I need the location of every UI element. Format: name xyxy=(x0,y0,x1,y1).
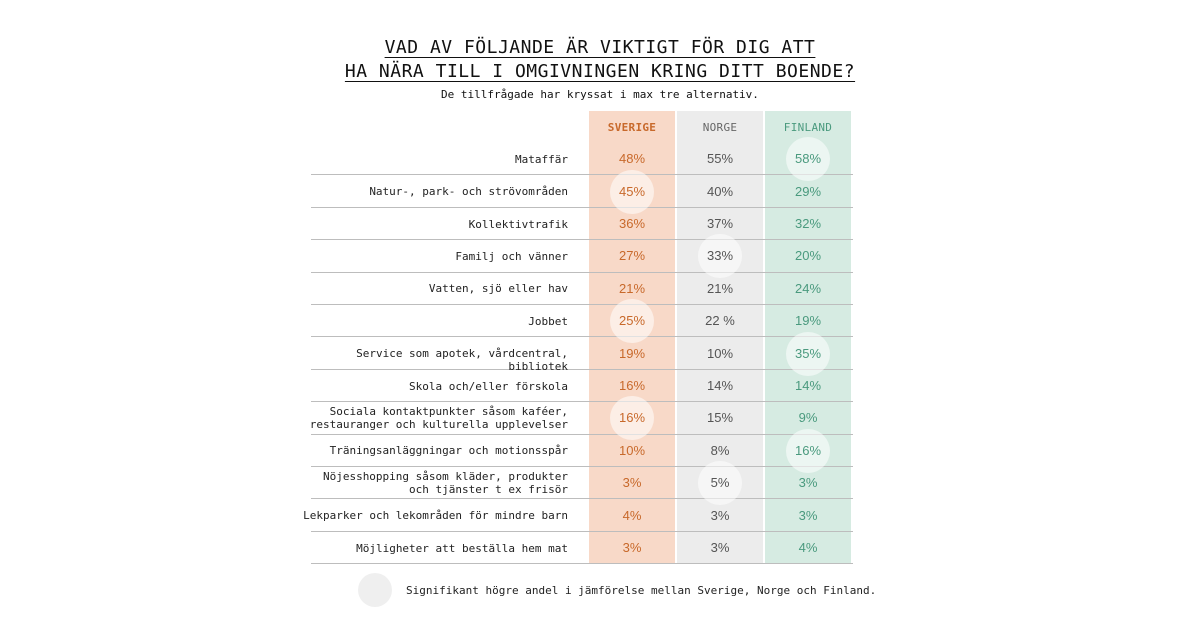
title-line-1: VAD AV FÖLJANDE ÄR VIKTIGT FÖR DIG ATT xyxy=(384,37,816,58)
value-cell-finland: 58% xyxy=(794,151,822,167)
value-cell-sverige: 16% xyxy=(618,378,646,393)
value-cell-norge: 14% xyxy=(706,378,734,393)
value-cell-sverige: 21% xyxy=(618,280,646,296)
value-cell-norge: 37% xyxy=(706,216,734,231)
significance-circle-icon xyxy=(786,137,830,182)
row-divider xyxy=(311,401,853,403)
value-cell-finland: 16% xyxy=(794,442,822,458)
value-cell-finland: 14% xyxy=(794,378,822,393)
value-cell-finland: 9% xyxy=(798,410,818,426)
row-label: Skola och/eller förskola xyxy=(409,379,568,393)
row-divider xyxy=(311,336,853,338)
legend-circle-icon xyxy=(358,573,392,607)
value-cell-sverige: 27% xyxy=(618,248,646,264)
value-cell-finland: 3% xyxy=(798,475,818,491)
significance-circle-icon xyxy=(698,461,742,506)
column-header-norge: NORGE xyxy=(702,121,738,134)
value-cell-norge: 10% xyxy=(706,345,734,361)
row-divider xyxy=(311,368,853,370)
value-cell-finland: 29% xyxy=(794,183,822,199)
row-divider xyxy=(311,304,853,305)
value-cell-norge: 8% xyxy=(710,442,730,458)
value-cell-sverige: 3% xyxy=(622,475,642,491)
row-label: Möjligheter att beställa hem mat xyxy=(356,541,568,555)
row-label: Service som apotek, vårdcentral, bibliot… xyxy=(356,347,568,374)
row-divider xyxy=(311,530,853,532)
value-cell-norge: 15% xyxy=(706,410,734,426)
value-cell-sverige: 25% xyxy=(618,313,646,329)
value-cell-norge: 22 % xyxy=(705,313,735,329)
row-divider xyxy=(311,466,853,467)
value-cell-sverige: 10% xyxy=(618,442,646,458)
significance-circle-icon xyxy=(786,331,830,376)
row-label: Nöjesshopping såsom kläder, produkter och… xyxy=(322,470,568,497)
title-line-2: HA NÄRA TILL I OMGIVNINGEN KRING DITT BO… xyxy=(344,61,856,82)
value-cell-norge: 3% xyxy=(710,507,730,523)
row-label: Kollektivtrafik xyxy=(468,217,568,231)
value-cell-sverige: 4% xyxy=(622,507,642,523)
value-cell-finland: 24% xyxy=(794,280,822,296)
value-cell-finland: 35% xyxy=(794,345,822,361)
row-divider xyxy=(311,563,853,565)
row-label: Träningsanläggningar och motionsspår xyxy=(329,444,568,458)
row-label: Lekparker och lekområden för mindre barn xyxy=(303,509,568,523)
value-cell-norge: 3% xyxy=(710,540,730,555)
value-cell-norge: 55% xyxy=(706,151,734,167)
row-label: Mataffär xyxy=(515,152,568,166)
value-cell-norge: 40% xyxy=(706,183,734,199)
row-label: Familj och vänner xyxy=(455,249,568,263)
legend-text: Signifikant högre andel i jämförelse mel… xyxy=(406,584,877,597)
value-cell-finland: 32% xyxy=(794,216,822,231)
row-divider xyxy=(311,239,853,241)
row-label: Sociala kontaktpunkter såsom kaféer, rest… xyxy=(309,405,568,432)
significance-circle-icon xyxy=(786,428,830,473)
significance-circle-icon xyxy=(610,396,654,441)
row-label: Natur-, park- och strövområden xyxy=(369,185,568,199)
row-divider xyxy=(311,206,853,208)
value-cell-sverige: 3% xyxy=(622,540,642,555)
value-cell-finland: 20% xyxy=(794,248,822,264)
column-header-finland: FINLAND xyxy=(783,121,833,134)
value-cell-norge: 33% xyxy=(706,248,734,264)
significance-circle-icon xyxy=(698,234,742,279)
value-cell-sverige: 16% xyxy=(618,410,646,426)
row-divider xyxy=(311,498,853,500)
value-cell-sverige: 19% xyxy=(618,345,646,361)
significance-circle-icon xyxy=(610,299,654,344)
row-label: Vatten, sjö eller hav xyxy=(428,282,568,296)
row-divider xyxy=(311,174,853,176)
value-cell-finland: 3% xyxy=(798,507,818,523)
value-cell-norge: 5% xyxy=(710,475,730,491)
value-cell-sverige: 48% xyxy=(618,151,646,167)
value-cell-finland: 4% xyxy=(798,540,818,555)
subtitle: De tillfrågade har kryssat i max tre alt… xyxy=(441,88,759,101)
value-cell-sverige: 45% xyxy=(618,183,646,199)
column-header-sverige: SVERIGE xyxy=(607,121,657,134)
row-divider xyxy=(311,433,853,435)
value-cell-norge: 21% xyxy=(706,280,734,296)
row-label: Jobbet xyxy=(528,314,568,328)
value-cell-finland: 19% xyxy=(794,313,822,329)
significance-circle-icon xyxy=(610,169,654,214)
row-divider xyxy=(311,271,853,273)
value-cell-sverige: 36% xyxy=(618,216,646,231)
